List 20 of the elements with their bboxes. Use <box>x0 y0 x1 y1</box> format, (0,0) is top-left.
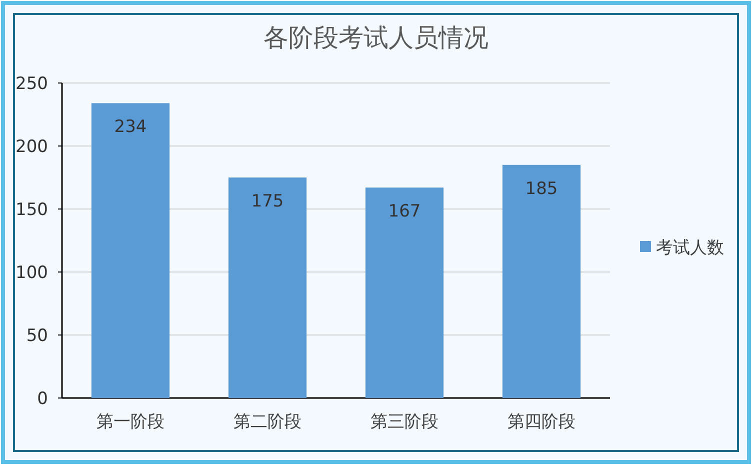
x-tick-label: 第一阶段 <box>96 412 164 432</box>
y-tick-label: 100 <box>16 263 48 283</box>
data-label: 234 <box>114 117 147 138</box>
y-tick-label: 0 <box>37 389 48 409</box>
bar <box>365 188 444 398</box>
bar <box>91 103 170 398</box>
data-label: 175 <box>251 192 284 212</box>
data-label: 185 <box>525 178 558 199</box>
data-label: 167 <box>388 202 421 222</box>
x-tick-label: 第二阶段 <box>234 412 302 432</box>
bar <box>228 178 307 398</box>
y-tick-label: 50 <box>26 326 48 346</box>
x-tick-label: 第四阶段 <box>508 412 576 432</box>
y-tick-label: 250 <box>16 74 48 94</box>
x-tick-label: 第三阶段 <box>370 412 438 432</box>
chart-title: 各阶段考试人员情况 <box>264 23 488 52</box>
legend-label: 考试人数 <box>656 238 724 258</box>
bar <box>502 164 581 398</box>
y-tick-label: 150 <box>16 200 48 220</box>
y-tick-label: 200 <box>16 137 48 157</box>
